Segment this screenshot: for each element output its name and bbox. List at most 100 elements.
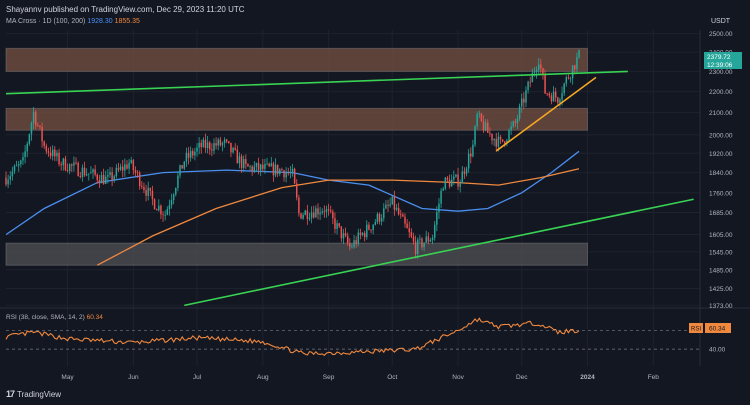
candle-body xyxy=(264,164,266,169)
candle-body xyxy=(285,172,287,178)
tradingview-logo-icon: 17 xyxy=(6,389,15,399)
candle-body xyxy=(419,238,421,240)
candle-body xyxy=(387,204,389,206)
candle-body xyxy=(565,77,568,84)
candle-body xyxy=(121,166,124,171)
candle-body xyxy=(463,171,466,174)
candle-body xyxy=(47,151,50,153)
candle-body xyxy=(298,197,300,214)
candle-body xyxy=(567,77,570,79)
candle-body xyxy=(279,169,281,174)
candle-body xyxy=(315,208,317,218)
candle-body xyxy=(465,168,468,174)
candle-body xyxy=(62,158,65,166)
candle-body xyxy=(429,239,432,242)
candle-body xyxy=(66,170,69,172)
candle-body xyxy=(132,160,135,171)
candle-body xyxy=(406,223,408,229)
candle-body xyxy=(49,152,52,157)
x-axis-tick-label: Oct xyxy=(387,374,397,381)
candle-body xyxy=(514,121,517,123)
candle-body xyxy=(100,174,103,184)
candle-body xyxy=(200,142,202,148)
candle-body xyxy=(34,111,37,126)
candle-body xyxy=(323,211,326,213)
candle-body xyxy=(37,125,39,127)
candle-body xyxy=(404,216,406,224)
candle-body xyxy=(504,141,506,144)
candle-body xyxy=(26,143,28,152)
candle-body xyxy=(510,126,512,131)
candle-body xyxy=(107,174,109,177)
candle-body xyxy=(578,49,580,58)
candle-body xyxy=(128,162,130,169)
candle-body xyxy=(71,164,73,166)
candle-body xyxy=(113,176,115,180)
candle-body xyxy=(262,164,264,169)
candle-body xyxy=(395,207,398,210)
candle-body xyxy=(187,152,190,158)
candle-body xyxy=(232,147,234,153)
candle-body xyxy=(446,177,449,180)
candle-body xyxy=(64,158,67,171)
candle-body xyxy=(540,64,542,69)
candle-body xyxy=(221,142,224,146)
y-axis-tick-label: 2100.00 xyxy=(709,110,733,117)
candle-body xyxy=(155,209,158,211)
candle-body xyxy=(56,152,58,157)
y-axis-tick-label: 1373.00 xyxy=(709,303,733,310)
candle-body xyxy=(85,174,88,176)
candle-body xyxy=(525,90,527,103)
candle-body xyxy=(15,165,18,167)
candle-body xyxy=(124,164,126,171)
candle-body xyxy=(255,162,258,167)
y-axis-tick-label: 1685.00 xyxy=(709,210,733,217)
rsi-pane: 60.0040.00 xyxy=(5,317,726,357)
candle-body xyxy=(370,229,372,231)
candle-body xyxy=(175,187,177,195)
candle-body xyxy=(319,212,321,215)
candle-body xyxy=(520,98,523,107)
candle-body xyxy=(342,233,345,239)
candle-body xyxy=(143,187,145,191)
candle-body xyxy=(13,165,16,172)
candle-body xyxy=(400,214,402,216)
candle-body xyxy=(92,169,94,173)
candle-body xyxy=(480,113,483,121)
candle-body xyxy=(489,132,491,134)
candle-body xyxy=(217,139,219,146)
candle-body xyxy=(172,194,175,201)
candle-body xyxy=(268,163,270,167)
x-axis-tick-label: Feb xyxy=(648,374,660,381)
candle-body xyxy=(508,130,510,141)
candle-body xyxy=(20,160,22,164)
candle-body xyxy=(54,149,56,157)
rsi-badge: RSI 60.34 xyxy=(689,323,731,333)
x-axis-tick-label: 2024 xyxy=(580,374,595,381)
candle-body xyxy=(421,238,423,248)
demand-zone xyxy=(5,242,589,266)
candle-body xyxy=(73,162,75,166)
candle-body xyxy=(32,111,35,124)
candle-body xyxy=(493,139,495,141)
x-axis-tick-label: Sep xyxy=(323,374,335,381)
candle-body xyxy=(102,174,105,184)
candle-body xyxy=(151,190,154,200)
candle-body xyxy=(512,121,514,127)
candle-body xyxy=(569,78,572,79)
candle-body xyxy=(368,224,370,230)
candle-body xyxy=(497,136,500,147)
upper-green-trendline xyxy=(5,70,628,95)
candle-body xyxy=(529,81,531,83)
candle-body xyxy=(283,170,285,178)
candle-body xyxy=(391,196,394,205)
y-axis-tick-label: 2500.00 xyxy=(709,31,733,38)
candle-body xyxy=(346,235,349,244)
candle-body xyxy=(450,179,453,187)
candle-body xyxy=(557,97,559,103)
candle-body xyxy=(332,211,334,219)
candle-body xyxy=(574,65,576,70)
candle-body xyxy=(43,141,45,147)
candle-body xyxy=(499,136,502,140)
